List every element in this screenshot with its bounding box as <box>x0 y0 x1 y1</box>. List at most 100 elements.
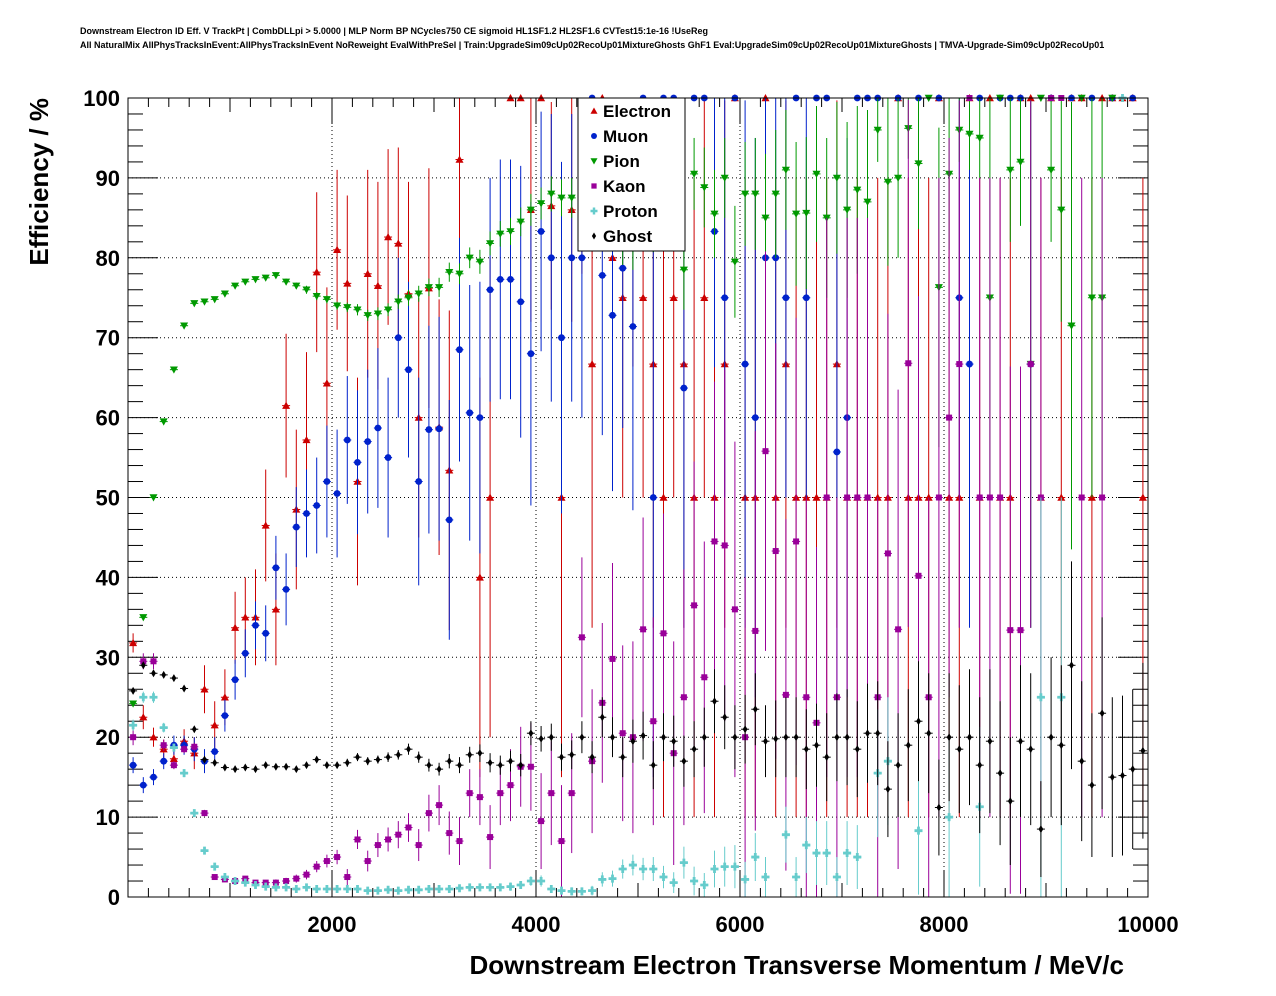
electron-marker <box>373 281 382 289</box>
pion-point <box>567 177 576 218</box>
proton-marker <box>598 875 607 884</box>
kaon-marker <box>660 630 667 637</box>
proton-marker <box>526 877 535 886</box>
muon-marker <box>435 425 443 433</box>
ghost-point <box>853 701 862 798</box>
ghost-marker <box>375 755 381 764</box>
kaon-marker <box>303 871 310 878</box>
ghost-marker <box>202 755 207 764</box>
ghost-marker <box>579 733 585 742</box>
ghost-point <box>1108 697 1117 858</box>
kaon-point <box>751 431 760 831</box>
muon-point <box>312 457 321 554</box>
pion-point <box>557 179 566 217</box>
kaon-marker <box>160 742 167 749</box>
electron-marker <box>210 721 219 729</box>
proton-point <box>700 873 709 897</box>
x-tick-label: 4000 <box>512 912 561 937</box>
ghost-marker <box>742 725 748 734</box>
muon-marker <box>721 294 729 302</box>
proton-marker <box>220 873 229 882</box>
kaon-marker <box>344 874 351 881</box>
proton-marker <box>710 865 719 874</box>
pion-point <box>159 418 168 426</box>
pion-marker <box>700 184 709 192</box>
ghost-marker <box>232 765 238 774</box>
kaon-point <box>1026 100 1035 628</box>
proton-point <box>669 872 678 894</box>
proton-point <box>567 887 576 896</box>
kaon-marker <box>905 360 912 367</box>
electron-point <box>343 195 352 372</box>
proton-point <box>414 885 423 894</box>
ghost-marker <box>385 753 391 762</box>
pion-point <box>149 494 158 502</box>
kaon-marker <box>578 634 585 641</box>
ghost-point <box>1118 695 1127 856</box>
legend-label-ghost: Ghost <box>603 227 652 246</box>
ghost-point <box>567 740 576 770</box>
pion-point <box>1006 98 1015 242</box>
ghost-marker <box>956 745 962 754</box>
electron-marker <box>924 493 933 501</box>
muon-marker <box>252 621 259 629</box>
proton-point <box>282 883 291 892</box>
ghost-point <box>465 746 474 763</box>
proton-marker <box>282 883 291 892</box>
ghost-marker <box>538 734 544 743</box>
ghost-point <box>1067 561 1076 770</box>
pion-marker <box>863 198 872 206</box>
proton-point <box>853 825 862 890</box>
ghost-marker <box>803 745 809 754</box>
electron-marker <box>231 623 240 631</box>
muon-marker <box>374 424 382 432</box>
pion-marker <box>506 228 515 236</box>
ghost-point <box>598 697 607 738</box>
ghost-marker <box>834 733 840 742</box>
pion-marker <box>159 418 168 426</box>
ghost-marker <box>151 669 156 678</box>
muon-point <box>465 284 474 541</box>
proton-marker <box>700 881 709 890</box>
ghost-marker <box>140 661 146 670</box>
kaon-marker <box>772 548 779 555</box>
ghost-marker <box>650 761 656 770</box>
ghost-marker <box>589 753 595 762</box>
muon-marker <box>568 254 576 262</box>
legend-marker-pion <box>590 158 598 165</box>
electron-marker <box>333 245 342 254</box>
pion-point <box>965 98 974 170</box>
kaon-marker <box>1007 627 1014 634</box>
kaon-marker <box>272 879 279 886</box>
electron-marker <box>1138 493 1147 501</box>
muon-point <box>353 390 362 535</box>
legend-box <box>577 97 686 252</box>
kaon-marker <box>915 572 922 579</box>
ghost-point <box>435 762 444 776</box>
pion-point <box>261 274 270 282</box>
electron-marker <box>588 360 597 368</box>
muon-point <box>139 777 148 794</box>
proton-point <box>741 861 750 897</box>
proton-marker <box>343 885 352 894</box>
ghost-marker <box>1140 746 1146 755</box>
ghost-point <box>710 669 719 734</box>
ghost-point <box>180 684 189 693</box>
ghost-point <box>883 741 892 838</box>
ghost-point <box>282 762 291 771</box>
ghost-marker <box>793 733 799 742</box>
legend-label-proton: Proton <box>603 202 658 221</box>
muon-marker <box>466 409 474 417</box>
pion-point <box>333 301 342 310</box>
ghost-marker <box>640 731 646 740</box>
ghost-point <box>200 755 209 764</box>
pion-point <box>210 296 219 304</box>
pion-marker <box>292 282 301 290</box>
kaon-marker <box>793 538 800 545</box>
pion-marker <box>414 290 423 298</box>
pion-point <box>251 276 260 284</box>
ghost-point <box>863 683 872 783</box>
muon-point <box>251 601 260 650</box>
ghost-marker <box>355 753 360 762</box>
pion-marker <box>781 166 790 174</box>
